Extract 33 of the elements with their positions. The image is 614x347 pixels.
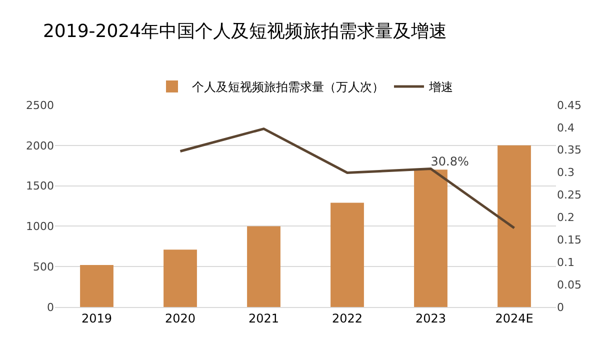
legend-label: 个人及短视频旅拍需求量（万人次） [192,80,384,94]
bar [80,264,114,307]
y2-tick-label: 0.3 [557,166,574,180]
x-tick-label: 2024E [495,311,534,326]
x-tick-label: 2021 [248,311,280,326]
y-tick-label: 2500 [26,98,54,112]
y-tick-label: 500 [33,260,54,274]
y-tick-label: 2000 [26,139,54,152]
y-tick-label: 1000 [26,220,54,234]
x-tick-label: 2020 [164,311,196,326]
bar [330,202,364,307]
y2-tick-label: 0.25 [557,188,582,202]
bar [414,170,448,307]
y2-tick-label: 0.15 [557,234,582,247]
bar [164,250,197,307]
bar [498,145,531,307]
x-tick-label: 2019 [81,311,112,326]
chart-title: 2019-2024年中国个人及短视频旅拍需求量及增速 [42,20,448,42]
y2-tick-label: 0.2 [557,211,574,224]
y-tick-label: 0 [47,300,54,314]
legend-label: 增速 [428,80,453,94]
x-tick-label: 2022 [332,311,363,326]
data-label: 30.8% [430,154,469,169]
y2-tick-label: 0.1 [557,256,574,269]
y2-tick-label: 0 [557,300,564,314]
y2-tick-label: 0.05 [557,278,582,292]
y2-tick-label: 0.35 [557,144,582,157]
x-tick-label: 2023 [415,311,446,326]
y2-tick-label: 0.4 [557,121,574,134]
y2-tick-label: 0.45 [557,98,582,112]
bar [247,226,280,307]
y-tick-label: 1500 [26,180,54,193]
line-series [179,128,516,230]
